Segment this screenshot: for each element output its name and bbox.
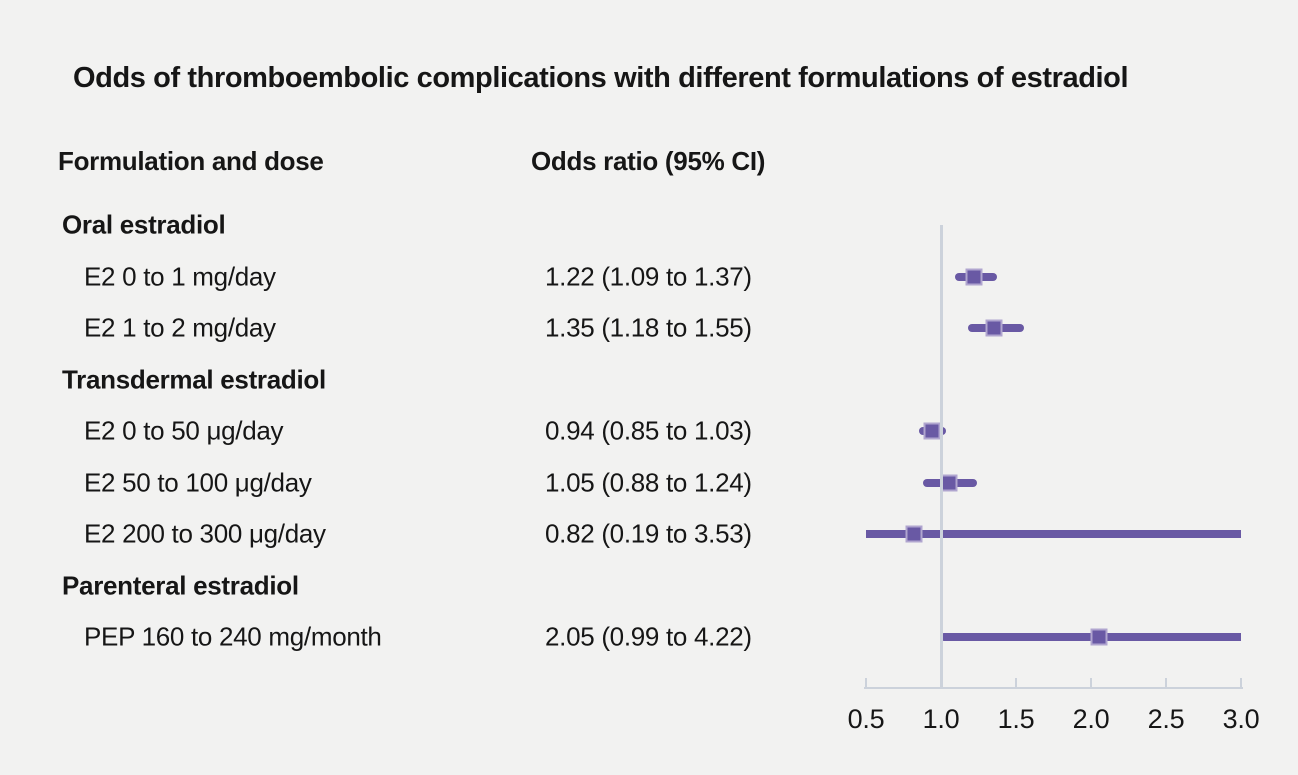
group-label: Oral estradiol: [62, 209, 226, 240]
point-estimate-marker: [1090, 628, 1107, 646]
point-estimate-marker: [923, 422, 941, 440]
point-estimate-marker: [905, 525, 923, 543]
row-label: E2 200 to 300 μg/day: [84, 518, 326, 549]
x-axis-tick-label: 0.5: [847, 704, 885, 734]
x-axis-tick-label: 1.0: [922, 704, 960, 734]
group-label: Parenteral estradiol: [62, 570, 299, 600]
x-axis-tick-label: 3.0: [1222, 704, 1260, 734]
row-label: E2 1 to 2 mg/day: [84, 312, 276, 343]
chart-title: Odds of thromboembolic complications wit…: [73, 62, 1129, 94]
column-header-odds-ratio: Odds ratio (95% CI): [531, 146, 766, 176]
row-odds-ratio-value: 1.22 (1.09 to 1.37): [545, 261, 752, 291]
row-odds-ratio-value: 0.82 (0.19 to 3.53): [545, 518, 752, 549]
reference-line: [939, 225, 943, 688]
row-label: PEP 160 to 240 mg/month: [84, 621, 382, 652]
row-label: E2 0 to 50 μg/day: [84, 415, 284, 446]
x-axis-tick: [1240, 678, 1242, 688]
x-axis-tick: [1165, 678, 1167, 688]
confidence-interval-line: [866, 530, 1241, 538]
row-odds-ratio-value: 2.05 (0.99 to 4.22): [545, 621, 752, 652]
row-odds-ratio-value: 1.35 (1.18 to 1.55): [545, 312, 752, 343]
x-axis-tick-label: 1.5: [997, 704, 1035, 734]
group-label: Transdermal estradiol: [62, 364, 326, 394]
point-estimate-marker: [965, 268, 983, 285]
row-label: E2 0 to 1 mg/day: [84, 261, 276, 291]
row-label: E2 50 to 100 μg/day: [84, 467, 312, 497]
x-axis-tick: [1090, 678, 1092, 688]
point-estimate-marker: [985, 319, 1002, 337]
x-axis-tick-label: 2.0: [1072, 704, 1110, 734]
x-axis-tick-label: 2.5: [1147, 704, 1185, 734]
x-axis-tick: [865, 678, 867, 688]
point-estimate-marker: [940, 474, 957, 491]
x-axis-tick: [940, 678, 942, 688]
column-header-formulation: Formulation and dose: [58, 146, 324, 176]
row-odds-ratio-value: 1.05 (0.88 to 1.24): [545, 467, 752, 497]
x-axis-tick: [1015, 678, 1017, 688]
x-axis-line: [864, 687, 1243, 689]
row-odds-ratio-value: 0.94 (0.85 to 1.03): [545, 415, 752, 446]
